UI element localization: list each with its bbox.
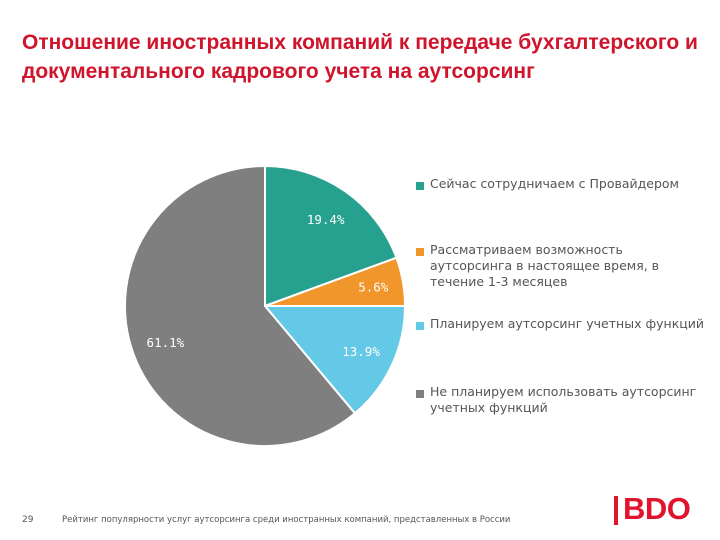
footer-note: Рейтинг популярности услуг аутсорсинга с… [62, 515, 511, 525]
legend-label-2: Рассматриваем возможность аутсорсинга в … [430, 242, 660, 289]
legend-swatch-2 [416, 248, 424, 256]
legend-swatch-3 [416, 322, 424, 330]
legend-item-1: Сейчас сотрудничаем с Провайдером [416, 176, 706, 192]
pie-slice-label-1: 19.4% [307, 212, 345, 227]
legend-label-1: Сейчас сотрудничаем с Провайдером [430, 176, 679, 191]
pie-slice-label-3: 13.9% [342, 344, 380, 359]
pie-slice-label-4: 61.1% [147, 335, 185, 350]
page-number: 29 [22, 515, 34, 525]
legend-swatch-1 [416, 182, 424, 190]
legend-label-3: Планируем аутсорсинг учетных функций [430, 316, 705, 331]
legend-item-2: Рассматриваем возможность аутсорсинга в … [416, 242, 706, 290]
legend-item-3: Планируем аутсорсинг учетных функций [416, 316, 706, 332]
logo-text: BDO [623, 491, 691, 526]
pie-slice-4 [124, 164, 357, 447]
logo-bar [614, 496, 618, 525]
chart-title: Отношение иностранных компаний к передач… [22, 31, 698, 83]
pie-slice-3 [262, 305, 407, 415]
legend-item-4: Не планируем использовать аутсорсинг уче… [416, 384, 706, 416]
pie-slice-label-2: 5.6% [358, 280, 389, 295]
bdo-logo: BDO [614, 491, 706, 528]
pie-slice-1 [264, 164, 398, 308]
legend-swatch-4 [416, 390, 424, 398]
legend-label-4: Не планируем использовать аутсорсинг уче… [430, 384, 697, 415]
